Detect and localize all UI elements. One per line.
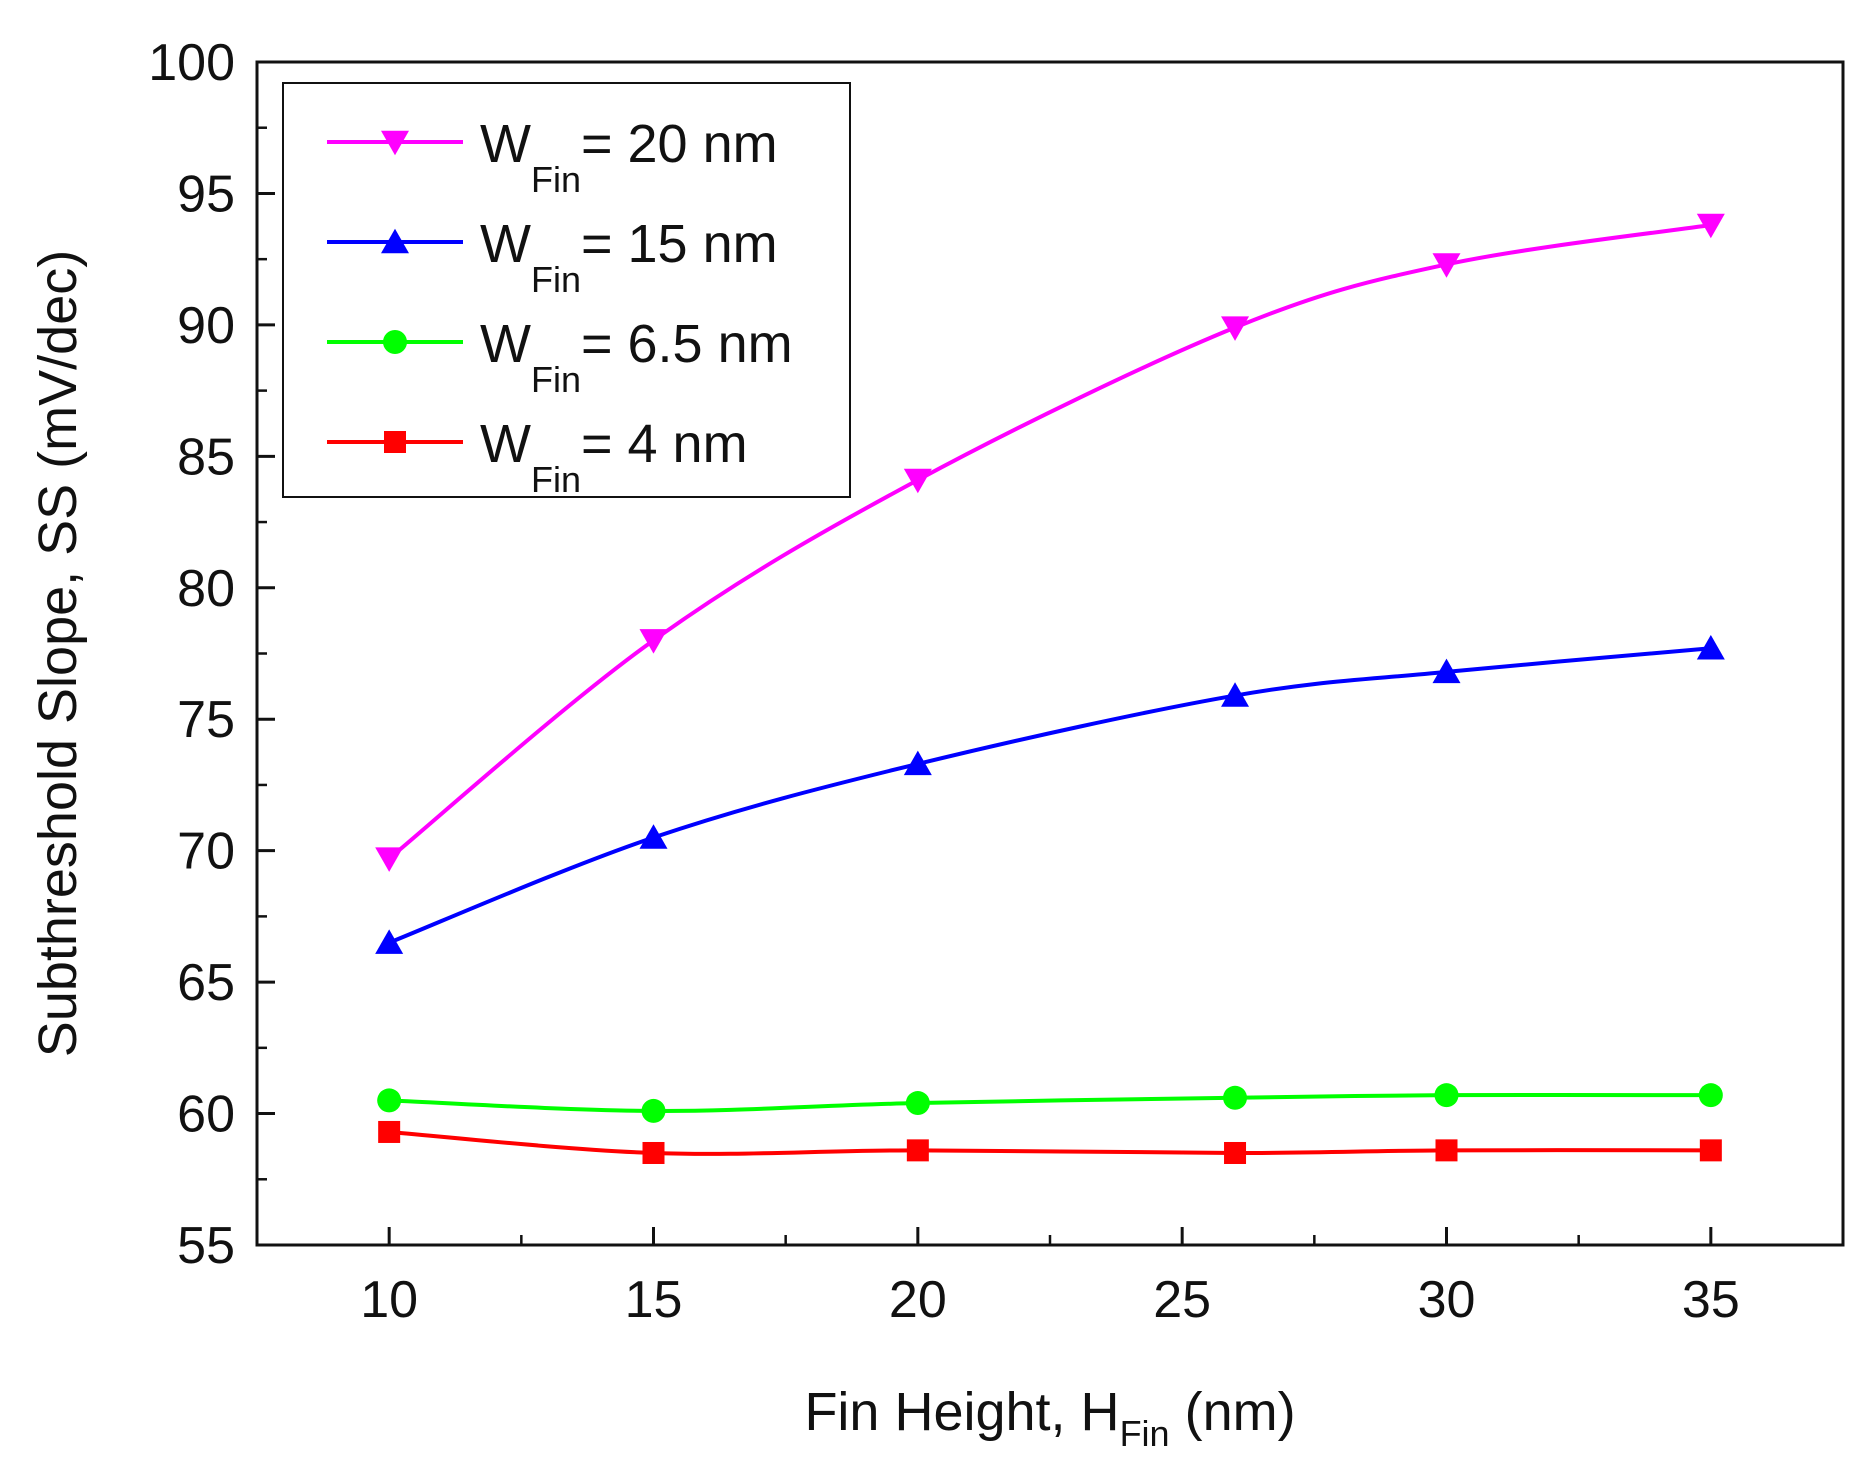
y-axis-ticks: 55 60 65 70 75 80 85 90 95 100 (148, 34, 275, 1275)
y-tick-label: 75 (177, 691, 235, 749)
data-point (1224, 1141, 1247, 1164)
y-tick-label: 85 (177, 428, 235, 486)
x-axis-title: Fin Height, HFin (nm) (804, 1382, 1295, 1454)
legend-label: WFin= 15 nm (480, 214, 778, 300)
legend-label: WFin= 4 nm (480, 414, 748, 500)
y-axis-title: Subthreshold Slope, SS (mV/dec) (28, 250, 88, 1057)
data-point (905, 1091, 930, 1116)
data-point (1434, 1083, 1459, 1108)
data-point (642, 1141, 665, 1164)
y-tick-label: 60 (177, 1086, 235, 1144)
data-point (375, 929, 404, 954)
legend-marker (381, 228, 409, 254)
plot-area-frame (255, 60, 1845, 1247)
data-point (1696, 634, 1725, 660)
data-point (641, 1098, 666, 1123)
x-tick-label: 30 (1418, 1271, 1476, 1329)
series-line (389, 1129, 1711, 1156)
x-axis-ticks: 10 15 20 25 30 35 (360, 1227, 1740, 1329)
legend-item: WFin= 6.5 nm (327, 314, 793, 400)
legend-item: WFin= 20 nm (327, 114, 778, 200)
data-point (1221, 682, 1250, 707)
series-line (387, 223, 1712, 861)
y-tick-label: 55 (177, 1217, 235, 1275)
legend-item: WFin= 15 nm (327, 214, 778, 300)
x-tick-label: 15 (625, 1271, 683, 1329)
y-tick-label: 100 (148, 34, 235, 92)
data-point (1699, 1139, 1722, 1162)
x-tick-label: 10 (360, 1271, 418, 1329)
data-point (903, 468, 932, 494)
y-tick-label: 90 (177, 297, 235, 355)
data-point (1435, 1139, 1458, 1162)
x-axis-title-main: Fin Height, H (804, 1382, 1119, 1442)
y-tick-label: 65 (177, 954, 235, 1012)
data-point (1432, 658, 1461, 684)
legend-box (282, 82, 851, 498)
legend: WFin= 20 nm WFin= 15 nm WFin= 6.5 nm WFin= … (282, 82, 851, 500)
data-point (378, 1120, 401, 1143)
legend-item: WFin= 4 nm (327, 414, 748, 500)
legend-marker (381, 130, 409, 156)
x-axis-title-subscript: Fin (1120, 1413, 1170, 1454)
legend-label: WFin= 6.5 nm (480, 314, 793, 400)
legend-label: WFin= 20 nm (480, 114, 778, 200)
data-point (639, 629, 668, 654)
data-point (377, 1088, 402, 1113)
data-point (906, 1139, 929, 1162)
data-point (1223, 1085, 1248, 1110)
x-tick-label: 20 (889, 1271, 947, 1329)
series-line (389, 1092, 1711, 1113)
series-circle (377, 1083, 1723, 1123)
legend-marker (384, 431, 406, 453)
x-tick-label: 35 (1682, 1271, 1740, 1329)
y-tick-label: 80 (177, 560, 235, 618)
series-line (388, 646, 1712, 945)
data-point (1698, 1083, 1723, 1108)
data-point (1221, 316, 1250, 341)
series-layer (375, 213, 1725, 1164)
x-tick-label: 25 (1153, 1271, 1211, 1329)
legend-marker (383, 330, 407, 354)
data-point (375, 847, 404, 872)
data-point (903, 750, 932, 776)
data-point (1696, 213, 1725, 239)
series-triangle-up (375, 634, 1725, 954)
x-axis-title-unit: (nm) (1170, 1382, 1296, 1442)
data-point (639, 824, 668, 849)
series-triangle-down (375, 213, 1725, 872)
series-square (378, 1120, 1722, 1164)
y-tick-label: 95 (177, 165, 235, 223)
data-point (1432, 253, 1461, 278)
y-tick-label: 70 (177, 823, 235, 881)
